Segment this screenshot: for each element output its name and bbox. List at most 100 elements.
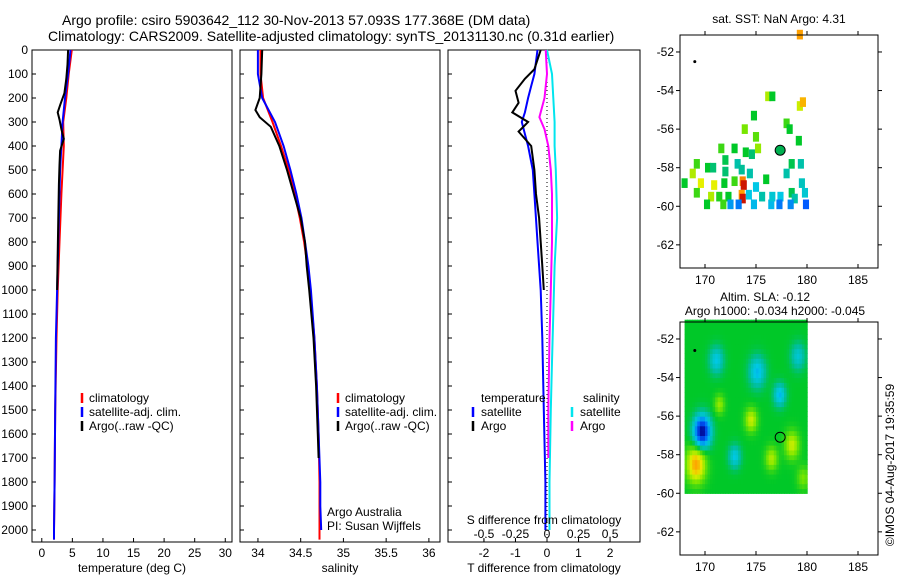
sla-cell (717, 459, 721, 465)
sla-cell (735, 469, 739, 475)
sla-cell (722, 392, 726, 398)
sla-cell (794, 454, 798, 461)
sla-cell (735, 488, 739, 494)
sla-cell (781, 367, 785, 374)
series-line-s-argo (538, 49, 553, 458)
y-tick-label: 1000 (1, 283, 28, 297)
sst-cell (763, 174, 770, 185)
sla-cell (720, 372, 724, 379)
sla-cell (740, 334, 744, 340)
sla-cell (753, 411, 757, 417)
sla-cell (705, 478, 709, 485)
sla-cell (687, 343, 691, 350)
sla-cell (753, 469, 757, 475)
sla-cell (773, 372, 777, 379)
sla-cell (722, 416, 726, 422)
sla-cell (781, 411, 785, 417)
sla-cell (717, 469, 721, 475)
sla-cell (753, 483, 757, 489)
sla-cell (738, 411, 742, 417)
sla-cell (768, 469, 772, 475)
sla-cell (771, 392, 775, 398)
sla-cell (776, 488, 780, 494)
sla-cell (794, 367, 798, 374)
sla-cell (710, 406, 714, 412)
sla-cell (758, 411, 762, 417)
sla-cell (756, 343, 760, 350)
legend-label: climatology (345, 391, 405, 405)
sla-cell (784, 488, 788, 494)
sla-cell (689, 459, 693, 465)
sla-cell (727, 324, 732, 330)
sla-cell (784, 449, 788, 456)
sla-cell (735, 478, 739, 485)
sla-cell (730, 430, 734, 436)
sla-cell (730, 343, 734, 350)
sla-cell (735, 377, 739, 383)
sla-cell (684, 420, 688, 427)
sla-cell (697, 392, 701, 398)
y-tick-label: -58 (657, 448, 675, 462)
sla-cell (753, 420, 757, 427)
sla-cell (801, 343, 806, 350)
sla-cell (717, 478, 721, 485)
sla-cell (712, 474, 716, 480)
sla-cell (702, 406, 706, 412)
sla-cell (794, 382, 798, 388)
sla-cell (776, 348, 780, 354)
sla-cell (720, 396, 724, 403)
sla-cell (684, 329, 688, 335)
sla-cell (710, 474, 714, 480)
sla-cell (733, 363, 737, 369)
sla-cell (715, 358, 719, 364)
sla-cell (784, 377, 788, 383)
sla-cell (794, 392, 798, 398)
sla-cell (753, 425, 757, 432)
sla-cell (761, 406, 765, 412)
sla-cell (705, 464, 709, 470)
sla-cell (781, 339, 785, 345)
sla-cell (743, 343, 747, 350)
sla-cell (687, 464, 691, 470)
sla-cell (689, 445, 693, 451)
sla-cell (715, 348, 719, 354)
sla-cell (702, 488, 706, 494)
sla-cell (715, 483, 719, 489)
sla-cell (689, 420, 693, 427)
sla-cell (766, 353, 770, 359)
sst-cell (697, 178, 704, 188)
sla-cell (697, 416, 701, 422)
sla-cell (761, 469, 765, 475)
sla-cell (738, 334, 742, 340)
sla-cell (717, 445, 721, 451)
sla-cell (789, 478, 793, 485)
sla-cell (705, 401, 709, 408)
sla-cell (753, 474, 757, 480)
sla-cell (689, 363, 693, 369)
sla-cell (748, 445, 752, 451)
sla-cell (756, 483, 760, 489)
sla-cell (776, 353, 780, 359)
sla-cell (705, 454, 709, 461)
sla-cell (778, 372, 783, 379)
sla-cell (804, 334, 808, 340)
sla-cell (758, 449, 762, 456)
sla-cell (801, 411, 806, 417)
sla-cell (761, 449, 765, 456)
sla-cell (799, 367, 803, 374)
sla-cell (761, 478, 765, 485)
sla-cell (707, 459, 711, 465)
sla-cell (705, 358, 709, 364)
sla-cell (789, 425, 793, 432)
sla-cell (776, 324, 780, 330)
sla-cell (768, 382, 772, 388)
sla-cell (692, 401, 696, 408)
sla-cell (756, 363, 760, 369)
sla-cell (750, 488, 755, 494)
sla-cell (786, 372, 790, 379)
sla-cell (766, 392, 770, 398)
sla-cell (776, 411, 780, 417)
sla-cell (794, 459, 798, 465)
sla-cell (773, 440, 777, 446)
sla-cell (784, 425, 788, 432)
